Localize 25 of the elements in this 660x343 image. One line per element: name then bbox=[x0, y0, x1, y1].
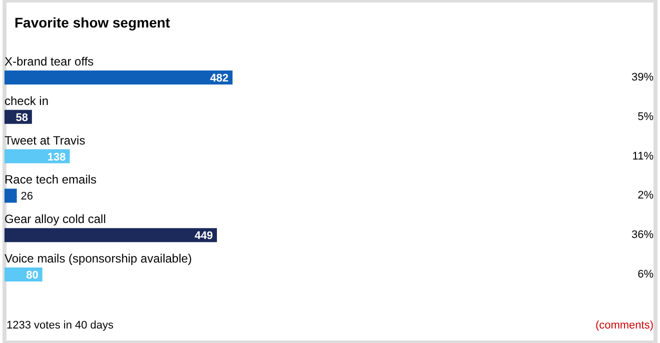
y-tick-label: check in bbox=[4, 94, 49, 108]
y-tick-label: X-brand tear offs bbox=[4, 54, 94, 68]
chart-title: Favorite show segment bbox=[14, 14, 170, 30]
data-label: 449 bbox=[194, 230, 213, 242]
y-tick-label: Gear alloy cold call bbox=[4, 212, 106, 226]
data-label: 482 bbox=[210, 72, 229, 84]
bar bbox=[4, 188, 17, 203]
annotation: 6% bbox=[638, 268, 654, 280]
data-label: 58 bbox=[16, 112, 28, 124]
annotation: 36% bbox=[631, 229, 654, 242]
y-tick-label: Tweet at Travis bbox=[4, 133, 86, 148]
y-tick-label: Voice mails (sponsorship available) bbox=[4, 252, 192, 266]
bar bbox=[4, 228, 217, 242]
data-label: 80 bbox=[26, 270, 38, 282]
annotation: 5% bbox=[638, 110, 654, 123]
text: 1233 votes in 40 days bbox=[6, 320, 114, 332]
annotation: 39% bbox=[631, 72, 654, 84]
text: (comments) bbox=[595, 320, 654, 332]
bar bbox=[4, 70, 233, 84]
annotation: 2% bbox=[638, 190, 654, 202]
bar bbox=[4, 149, 70, 164]
y-tick-label: Race tech emails bbox=[4, 172, 97, 187]
data-label: 26 bbox=[20, 190, 34, 203]
annotation: 11% bbox=[632, 150, 654, 162]
data-label: 138 bbox=[47, 151, 66, 164]
